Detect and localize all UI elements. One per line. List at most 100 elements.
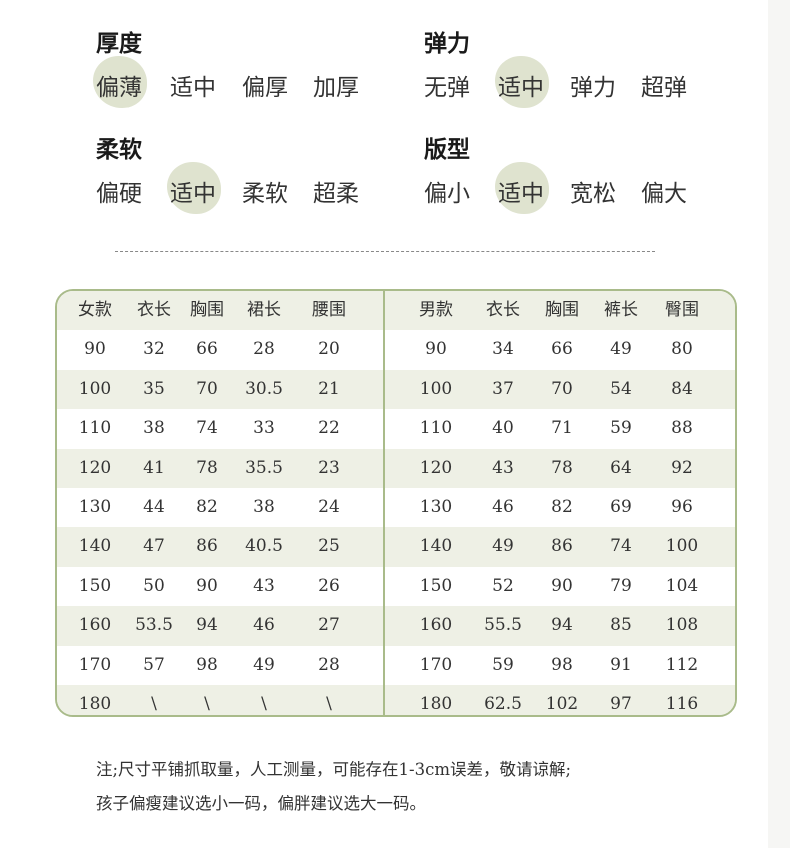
women-cell: 46 [253,615,275,636]
women-cell: 24 [318,497,340,517]
men-cell: 37 [492,378,514,399]
men-cell: 71 [551,418,573,439]
table-divider [383,291,385,715]
men-cell: 82 [551,497,573,517]
table-row: 170 170 57 59 98 98 49 91 28 112 [57,646,735,685]
men-header-cell: 衣长 [486,300,520,320]
men-cell: 64 [610,457,632,478]
men-cell: 69 [610,497,632,517]
women-cell: 21 [318,378,340,399]
women-cell: 180 [78,694,112,714]
table-row: 120 120 41 43 78 78 35.5 64 23 92 [57,448,735,488]
men-cell: 80 [671,339,693,360]
women-header-cell: 胸围 [190,300,224,320]
attribute-option-selected: 偏薄 [93,56,147,108]
women-cell: 90 [84,339,106,360]
women-cell: 90 [196,575,218,596]
women-cell: 30.5 [245,378,283,399]
women-cell: 43 [253,575,275,596]
women-cell: 100 [78,378,112,399]
women-cell: 25 [318,536,340,557]
attribute-option: 偏大 [641,181,687,207]
men-header-cell: 胸围 [545,300,579,320]
note-line-2: 孩子偏瘦建议选小一码，偏胖建议选大一码。 [96,794,426,813]
men-cell: 49 [610,339,632,360]
men-cell: 90 [425,339,447,360]
men-cell: 88 [671,418,693,439]
men-cell: 49 [492,536,514,557]
women-cell: 53.5 [135,615,173,636]
women-header-cell: 女款 [78,300,112,320]
attribute-option: 适中 [170,75,216,101]
men-cell: 112 [665,654,699,675]
women-cell: 82 [196,497,218,517]
attribute-title: 版型 [424,136,470,163]
women-cell: 47 [143,536,165,557]
attribute-title: 弹力 [424,30,470,57]
women-cell: 98 [196,654,218,675]
women-cell: 150 [78,575,112,596]
women-cell: 23 [318,457,340,478]
table-row: 100 100 35 37 70 70 30.5 54 21 84 [57,369,735,410]
women-header-cell: 裙长 [247,300,281,320]
women-cell: 120 [78,457,112,478]
men-cell: 54 [610,378,632,399]
women-cell: 38 [143,418,165,439]
men-cell: 116 [665,694,699,714]
men-cell: 84 [671,378,693,399]
attribute-option: 宽松 [570,181,616,207]
men-cell: 98 [551,654,573,675]
men-cell: 78 [551,457,573,478]
men-cell: 102 [545,694,579,714]
attribute-option: 柔软 [242,181,288,207]
men-cell: 108 [665,615,699,636]
men-cell: 110 [419,418,453,439]
women-cell: 170 [78,654,112,675]
women-cell: 74 [196,418,218,439]
women-cell: 78 [196,457,218,478]
women-cell: 130 [78,497,112,517]
women-cell: 110 [78,418,112,439]
men-cell: 52 [492,575,514,596]
men-cell: 100 [419,378,453,399]
women-cell: 70 [196,378,218,399]
attribute-option: 超柔 [313,181,359,207]
men-header-cell: 裤长 [604,300,638,320]
men-cell: 34 [492,339,514,360]
table-row: 150 150 50 52 90 90 43 79 26 104 [57,567,735,606]
women-cell: \ [204,694,210,714]
women-cell: 57 [143,654,165,675]
table-row: 90 90 32 34 66 66 28 49 20 80 [57,330,735,369]
men-cell: 40 [492,418,514,439]
men-cell: 86 [551,536,573,557]
women-header-cell: 衣长 [137,300,171,320]
men-header-cell: 男款 [419,300,453,320]
table-row: 130 130 44 46 82 82 38 69 24 96 [57,488,735,527]
size-table: 180 180 \ 62.5 \ 102 \ 97 \ 116 170 170 57 59 98 98 49 91… [55,289,737,717]
men-cell: 180 [419,694,453,714]
attribute-option: 超弹 [641,75,687,101]
women-cell: 44 [143,497,165,517]
men-cell: 94 [551,615,573,636]
men-cell: 92 [671,457,693,478]
men-cell: 62.5 [484,694,522,714]
women-cell: 22 [318,418,340,439]
women-cell: 49 [253,654,275,675]
attribute-option-selected: 适中 [167,162,221,214]
women-cell: \ [261,694,267,714]
attribute-option: 加厚 [313,75,359,101]
attribute-option: 无弹 [424,75,470,101]
attribute-title: 柔软 [96,136,142,163]
women-cell: 86 [196,536,218,557]
women-cell: 94 [196,615,218,636]
women-header-cell: 腰围 [312,300,346,320]
men-cell: 46 [492,497,514,517]
attribute-option-selected: 适中 [495,162,549,214]
men-cell: 79 [610,575,632,596]
men-cell: 66 [551,339,573,360]
men-cell: 150 [419,575,453,596]
attribute-option: 偏小 [424,181,470,207]
page-edge [768,0,790,848]
women-cell: \ [326,694,332,714]
